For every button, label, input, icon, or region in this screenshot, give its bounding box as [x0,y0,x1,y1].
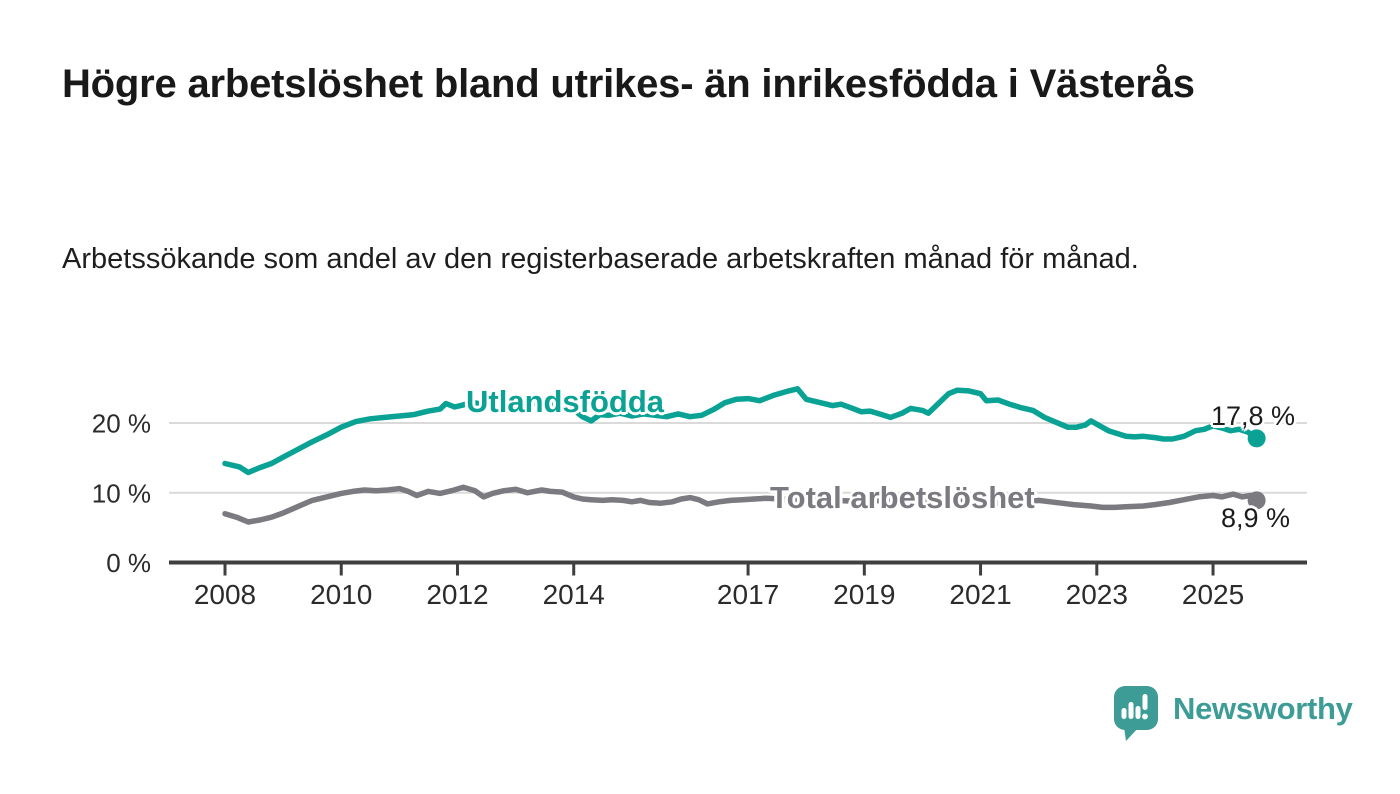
x-tick-label: 2017 [717,579,779,610]
page-subtitle: Arbetssökande som andel av den registerb… [62,243,1139,275]
y-tick-label: 20 % [92,409,151,439]
x-tick-label: 2012 [426,579,488,610]
end-dot-utlandsfodda [1247,429,1266,448]
series-line-utlandsfodda [222,386,1260,476]
newsworthy-logo-link[interactable]: Newsworthy [1113,685,1353,743]
newsworthy-wordmark: Newsworthy [1173,691,1353,726]
x-tick-label: 2014 [543,579,605,610]
series-label-total-arbetsloshet: Total arbetslöshet [770,480,1035,515]
end-dot-total [1247,491,1266,510]
y-tick-label: 0 % [106,548,151,578]
series-label-utlandsfodda: Utlandsfödda [466,384,665,419]
page-title: Högre arbetslöshet bland utrikes- än inr… [62,62,1195,106]
x-tick-label: 2025 [1182,579,1244,610]
x-tick-label: 2021 [949,579,1011,610]
x-tick-label: 2008 [194,579,256,610]
series-line-total [222,484,1260,525]
newsworthy-speech-bubble-chart-icon [1114,686,1158,741]
end-value-label-utlandsfodda: 17,8 % [1210,401,1295,431]
y-tick-label: 10 % [92,478,151,508]
x-tick-label: 2010 [310,579,372,610]
x-tick-label: 2023 [1066,579,1128,610]
x-tick-label: 2019 [833,579,895,610]
end-value-label-total: 8,9 % [1220,503,1290,533]
